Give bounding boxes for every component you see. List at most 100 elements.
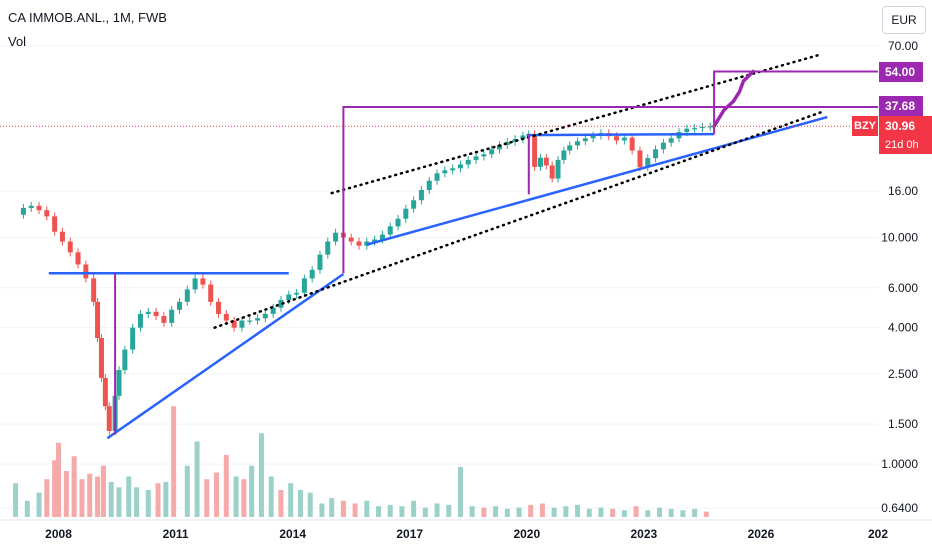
volume-bar [493, 506, 499, 517]
volume-bar [434, 503, 440, 517]
candle-body [426, 180, 432, 191]
candle-body [549, 165, 555, 179]
volume-legend: Vol [8, 34, 27, 49]
candle-body [653, 149, 659, 159]
volume-bar [411, 500, 417, 517]
candle-body [294, 292, 300, 295]
candle-body [223, 313, 229, 321]
candle-body [684, 128, 690, 133]
candle-body [200, 278, 206, 285]
candle-body [75, 252, 81, 265]
volume-bar [184, 465, 190, 517]
candle-body [504, 141, 510, 145]
volume-bar [376, 506, 382, 517]
candle-body [333, 232, 339, 242]
candle-body [418, 190, 424, 201]
x-tick-label: 2026 [748, 527, 775, 541]
y-tick-label: 4.000 [888, 321, 918, 335]
candle-body [532, 134, 538, 167]
candle-body [177, 301, 183, 310]
volume-bar [364, 500, 370, 517]
candle-body [102, 377, 108, 407]
y-tick-label: 6.000 [888, 281, 918, 295]
candle-body [379, 234, 385, 240]
volume-bar [87, 473, 93, 517]
candle-body [28, 205, 34, 208]
candle-body [36, 205, 42, 211]
x-tick-label: 2008 [45, 527, 72, 541]
last-price-label: 30.96 [879, 116, 932, 136]
volume-bar [481, 507, 487, 517]
volume-bar [24, 500, 30, 517]
volume-bar [633, 506, 639, 517]
ticker-tag: BZY [852, 116, 878, 136]
candle-body [555, 159, 561, 179]
volume-bar [457, 467, 463, 517]
y-tick-label: 10.000 [881, 230, 918, 244]
candle-body [403, 208, 409, 219]
candle-body [255, 318, 261, 321]
candle-body [699, 126, 705, 129]
volume-bar [241, 479, 247, 517]
bar-countdown: 21d 0h [879, 136, 932, 154]
volume-bar [469, 506, 475, 517]
volume-bar [63, 471, 69, 517]
trendlines [48, 53, 828, 440]
candle-body [208, 284, 214, 302]
volume-bar [656, 507, 662, 517]
price-axis: 70.00 16.00 10.000 6.000 4.000 2.500 1.500 1.00… [881, 39, 918, 515]
candle-body [489, 149, 495, 155]
x-tick-label: 2023 [631, 527, 658, 541]
trendline [366, 115, 828, 246]
candle-body [216, 301, 222, 314]
candle-body [614, 136, 620, 141]
candle-body [83, 264, 89, 279]
target-low-label: 37.68 [879, 96, 923, 116]
x-tick-label: 2017 [396, 527, 423, 541]
candle-body [692, 128, 698, 130]
candle-body [20, 207, 26, 215]
volume-bar [100, 465, 106, 517]
volume-bar [528, 504, 534, 517]
candle-body [278, 299, 284, 308]
volume-bar [586, 508, 592, 517]
volume-bar [56, 442, 62, 517]
candle-body [301, 278, 307, 293]
candle-body [286, 294, 292, 300]
volume-bar [551, 507, 557, 517]
candle-body [387, 226, 393, 235]
candlesticks [20, 122, 713, 435]
candle-body [520, 135, 526, 140]
candle-body [309, 269, 315, 279]
candle-body [98, 338, 104, 378]
volume-bar [680, 510, 686, 517]
candle-body [106, 406, 112, 431]
candle-body [512, 139, 518, 142]
volume-bar [288, 483, 294, 517]
y-tick-label: 1.0000 [881, 457, 918, 471]
volume-bar [108, 481, 114, 517]
currency-button[interactable]: EUR [882, 6, 926, 34]
candle-body [52, 216, 58, 232]
volume-bar [575, 504, 581, 517]
candle-body [356, 241, 362, 246]
trendline [526, 132, 715, 137]
candle-body [270, 307, 276, 314]
candle-body [239, 320, 245, 328]
channel-line [330, 53, 821, 195]
candle-body [130, 327, 136, 350]
volume-bar [668, 508, 674, 517]
volume-bar [563, 506, 569, 517]
volume-bar [692, 508, 698, 517]
volume-bar [329, 498, 335, 517]
candle-body [637, 150, 643, 168]
candle-body [169, 309, 175, 323]
candle-body [411, 200, 417, 209]
volume-bar [95, 476, 101, 517]
volume-bar [319, 503, 325, 517]
volume-bar [539, 503, 545, 517]
candle-body [122, 349, 128, 371]
trendline [106, 272, 345, 440]
candle-body [668, 138, 674, 143]
